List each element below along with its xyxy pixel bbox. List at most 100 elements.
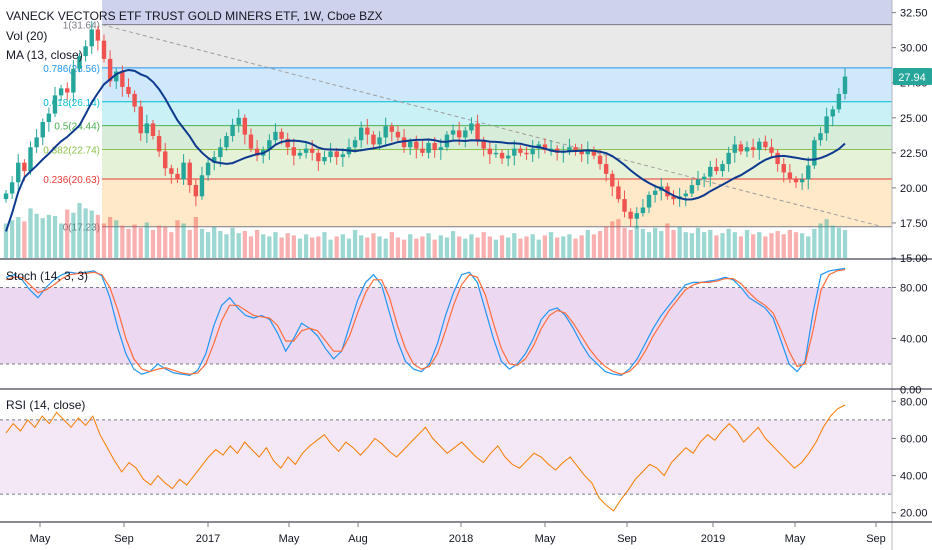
volume-bar: [107, 217, 113, 258]
volume-bar: [95, 214, 101, 258]
candle-body: [622, 199, 627, 212]
candle-body: [89, 29, 94, 47]
candle-body: [395, 131, 401, 138]
candle-body: [757, 141, 762, 151]
volume-bar: [420, 236, 425, 258]
volume-bar: [58, 223, 64, 258]
volume-bar: [77, 203, 82, 258]
candle-body: [205, 162, 211, 176]
candle-body: [567, 147, 572, 152]
candle-body: [144, 123, 150, 134]
candle-body: [175, 173, 180, 180]
trend-line[interactable]: [101, 24, 885, 228]
volume-bar: [830, 225, 835, 258]
volume-bar: [242, 231, 247, 258]
candle-body: [763, 141, 768, 148]
volume-bar: [793, 232, 799, 258]
candle-body: [671, 196, 676, 200]
volume-bar: [34, 213, 39, 258]
volume-bar: [205, 232, 211, 258]
volume-bar: [9, 220, 15, 258]
volume-bar: [695, 227, 701, 258]
volume-bar: [499, 235, 505, 258]
volume-bar: [653, 227, 658, 258]
candle-body: [46, 113, 52, 122]
volume-bar: [236, 233, 241, 258]
volume-bar: [714, 235, 719, 258]
candle-body: [426, 143, 431, 153]
candle-body: [273, 131, 278, 141]
candle-body: [242, 117, 248, 135]
candle-body: [420, 148, 425, 153]
volume-label[interactable]: Vol (20): [6, 29, 47, 43]
volume-bar: [536, 239, 541, 258]
candle-body: [695, 179, 701, 186]
x-tick-label: Sep: [866, 533, 886, 545]
candle-body: [806, 165, 811, 180]
volume-bar: [799, 233, 805, 258]
candle-body: [358, 127, 364, 141]
volume-bar: [763, 236, 768, 258]
candle-body: [28, 147, 33, 172]
candle-body: [316, 152, 321, 162]
candle-body: [328, 151, 333, 158]
stoch-tick-label: 0.00: [900, 384, 921, 396]
volume-bar: [16, 217, 21, 258]
candle-body: [65, 88, 70, 93]
volume-bar: [432, 239, 437, 258]
candle-body: [456, 130, 462, 138]
candle-body: [634, 213, 639, 219]
rsi-label[interactable]: RSI (14, close): [6, 398, 85, 412]
stoch-label[interactable]: Stoch (14, 3, 3): [6, 269, 88, 283]
volume-bar: [426, 233, 431, 258]
candle-body: [297, 152, 303, 156]
volume-bar: [181, 223, 186, 258]
volume-bar: [744, 229, 750, 258]
candle-body: [120, 71, 125, 87]
price-tick-label: 20.00: [900, 183, 928, 195]
volume-bars: [3, 203, 848, 258]
candle-body: [432, 143, 437, 151]
volume-bar: [377, 236, 382, 258]
candle-body: [438, 147, 444, 151]
x-tick-label: 2018: [449, 533, 473, 545]
candle-body: [407, 141, 413, 148]
last-price-value: 27.94: [898, 72, 926, 84]
volume-bar: [193, 217, 198, 258]
volume-bar: [806, 236, 811, 258]
volume-bar: [628, 229, 633, 258]
volume-bar: [340, 234, 345, 258]
volume-bar: [279, 237, 284, 258]
candle-body: [401, 137, 407, 148]
candle-body: [812, 140, 817, 166]
volume-bar: [671, 229, 676, 258]
volume-bar: [769, 233, 774, 258]
volume-bar: [401, 239, 407, 258]
rsi-tick-label: 60.00: [900, 433, 928, 445]
volume-bar: [659, 231, 664, 258]
volume-bar: [512, 233, 517, 258]
candle-body: [585, 150, 590, 155]
volume-bar: [224, 234, 229, 258]
candle-body: [352, 140, 358, 148]
volume-bar: [212, 226, 217, 258]
last-price-badge: [893, 68, 932, 85]
candle-body: [309, 148, 315, 153]
volume-bar: [677, 226, 682, 258]
x-tick-label: May: [785, 533, 806, 545]
volume-bar: [622, 227, 627, 258]
candle-body: [842, 76, 848, 94]
stoch-tick-label: 80.00: [900, 282, 928, 294]
candle-body: [230, 124, 235, 137]
fibonacci-retracement[interactable]: 1(31.64)0.786(28.56)0.618(26.14)0.5(24.4…: [43, 0, 892, 234]
candle-body: [218, 147, 223, 158]
volume-bar: [285, 233, 290, 258]
volume-bar: [120, 225, 125, 258]
volume-bar: [352, 229, 358, 258]
candle-body: [775, 152, 780, 165]
candle-body: [616, 186, 621, 200]
ma-label[interactable]: MA (13, close): [6, 48, 83, 62]
candle-body: [169, 168, 174, 174]
